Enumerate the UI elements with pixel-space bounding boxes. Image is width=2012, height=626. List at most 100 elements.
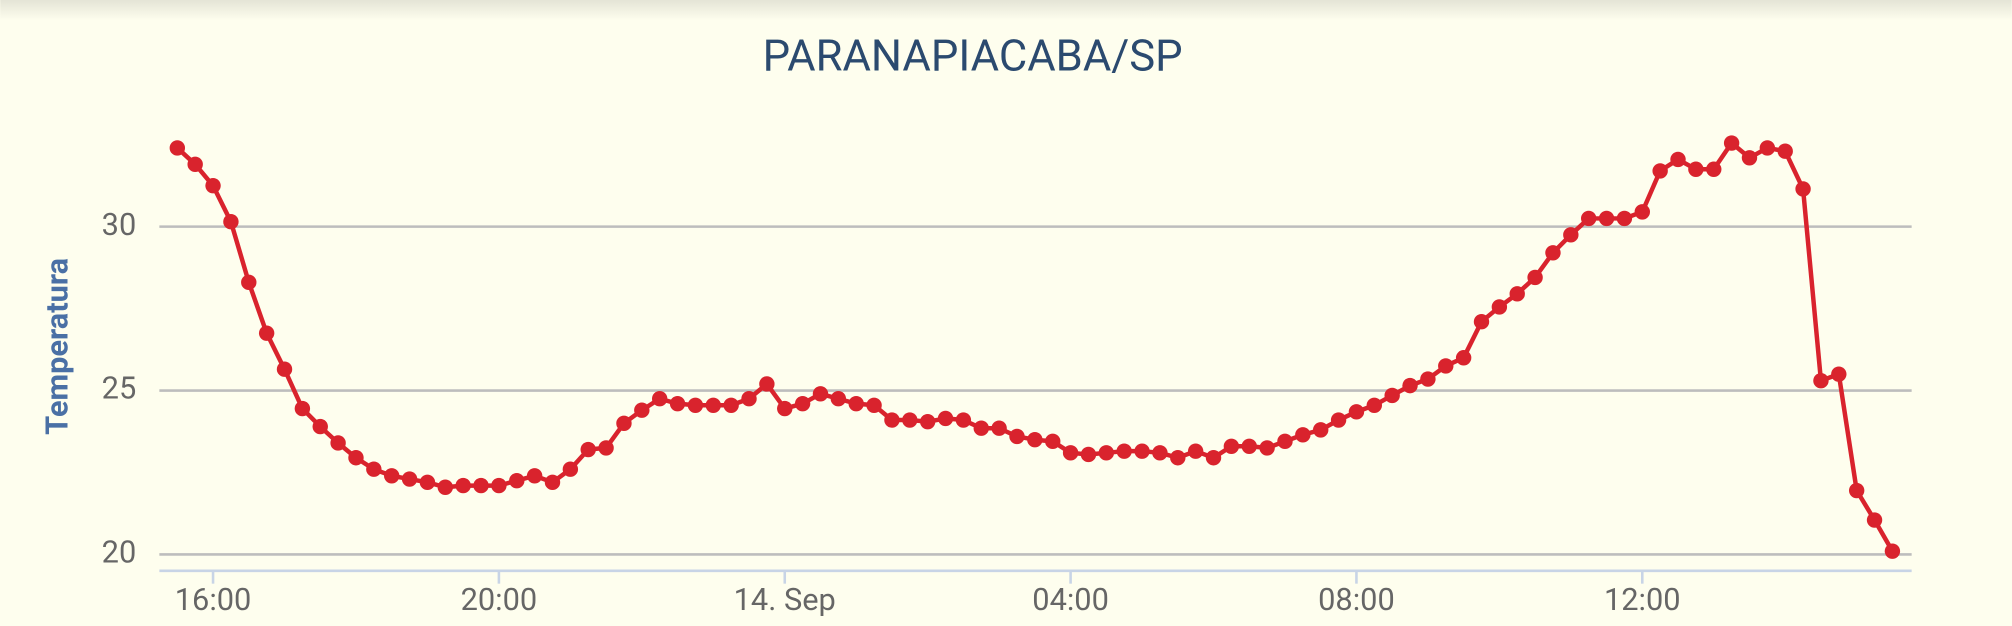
top-shadow [0, 0, 2012, 21]
point [1455, 350, 1472, 366]
point [1688, 161, 1704, 177]
point [169, 140, 186, 156]
point [616, 415, 632, 432]
point [1634, 204, 1650, 220]
point [1527, 269, 1543, 286]
point [1402, 377, 1418, 394]
point [437, 479, 453, 495]
point [669, 395, 686, 412]
x-tick-label: 14. Sep [734, 581, 836, 618]
point [1813, 373, 1829, 389]
point [1848, 482, 1865, 499]
point [1438, 358, 1454, 374]
chart-title: PARANAPIACABA/SP [763, 31, 1183, 82]
point [187, 156, 203, 173]
point [1706, 161, 1722, 177]
point [1795, 181, 1811, 197]
x-tick-label: 04:00 [1032, 581, 1109, 618]
point [723, 397, 739, 413]
point [1598, 210, 1615, 227]
point [1134, 443, 1150, 459]
point [241, 274, 257, 291]
point [1062, 445, 1079, 461]
point [455, 477, 471, 494]
point [1723, 135, 1740, 151]
point [919, 413, 936, 430]
point [1313, 422, 1329, 438]
x-tick-label: 16:00 [175, 581, 252, 618]
point [884, 412, 900, 428]
point [741, 391, 757, 407]
point [312, 418, 328, 435]
point [1866, 512, 1883, 528]
y-tick-label: 20 [102, 534, 137, 571]
point [1366, 397, 1383, 413]
point [1777, 143, 1793, 159]
point [1759, 140, 1776, 156]
point [562, 461, 579, 477]
point [1259, 440, 1275, 456]
point [1080, 446, 1097, 463]
point [1205, 450, 1222, 466]
point [1563, 227, 1579, 243]
point [1330, 412, 1347, 428]
point [1670, 151, 1686, 168]
point [1295, 427, 1311, 443]
point [1384, 387, 1400, 404]
point [902, 412, 918, 428]
point [526, 468, 543, 484]
point [651, 391, 668, 407]
point [223, 214, 239, 230]
point [1509, 286, 1525, 302]
y-tick-label: 25 [102, 370, 137, 407]
point [509, 472, 525, 489]
point [1741, 150, 1758, 166]
point [955, 412, 972, 428]
point [848, 395, 864, 412]
point [1277, 433, 1293, 450]
x-tick-label: 20:00 [461, 581, 538, 618]
point [777, 400, 793, 417]
point [1580, 210, 1597, 227]
point [276, 361, 293, 377]
point [205, 177, 221, 194]
point [1831, 366, 1847, 382]
point [1884, 543, 1901, 559]
point [866, 397, 882, 413]
point [937, 410, 954, 427]
point [258, 325, 275, 341]
point [366, 461, 382, 477]
point [473, 477, 489, 494]
point [1152, 445, 1168, 461]
point [830, 391, 847, 407]
y-tick-label: 30 [102, 206, 137, 243]
point [1652, 163, 1668, 179]
point [1009, 428, 1025, 445]
x-tick-label: 12:00 [1604, 581, 1681, 618]
point [384, 468, 400, 484]
point [419, 474, 436, 491]
point [401, 471, 418, 487]
point [491, 477, 507, 494]
x-tick-label: 08:00 [1318, 581, 1395, 618]
point [1545, 245, 1561, 261]
point [991, 420, 1007, 436]
point [634, 402, 650, 418]
point [1045, 433, 1061, 450]
point [705, 397, 721, 413]
point [687, 397, 704, 413]
point [1223, 438, 1240, 454]
point [812, 386, 829, 402]
point [1170, 450, 1186, 466]
point [1491, 299, 1508, 315]
point [348, 450, 364, 466]
point [544, 474, 561, 491]
point [598, 440, 614, 456]
point [1348, 404, 1365, 420]
point [1241, 438, 1257, 454]
point [759, 376, 775, 392]
point [794, 395, 811, 412]
point [1187, 443, 1204, 459]
